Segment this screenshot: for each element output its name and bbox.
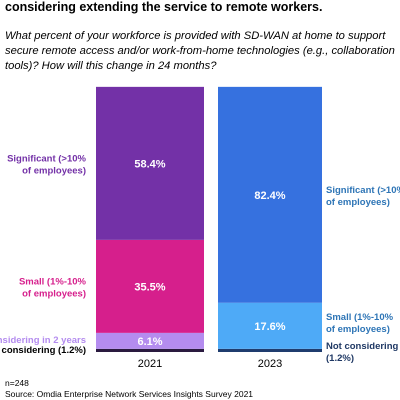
source-note: Source: Omdia Enterprise Network Service… — [5, 389, 254, 399]
segment-category-label: Considering in 2 years — [0, 335, 86, 346]
x-tick-label: 2021 — [138, 358, 162, 370]
sample-size: n=248 — [5, 378, 29, 388]
bar-segment — [96, 239, 204, 333]
footnote: n=248 Source: Omdia Enterprise Network S… — [5, 378, 253, 400]
segment-category-label: Small (1%-10% of employees) — [326, 312, 394, 335]
bar-segment — [218, 86, 322, 303]
segment-category-label: Not considering (1.2%) — [0, 345, 86, 356]
headline: considering extending the service to rem… — [5, 0, 323, 14]
x-tick-label: 2023 — [258, 358, 282, 370]
segment-value-label: 58.4% — [134, 158, 165, 170]
segment-category-label: Significant (>10% of employees) — [7, 153, 86, 176]
segment-category-label: Small (1%-10% of employees) — [19, 276, 87, 299]
bar-segment — [218, 302, 322, 349]
bar-segment — [96, 348, 204, 352]
bar-segment — [218, 348, 322, 352]
segment-value-label: 82.4% — [254, 190, 285, 202]
bar-segment — [96, 86, 204, 240]
segment-category-label: Not considering (1.2%) — [326, 341, 399, 364]
bar-segment — [96, 332, 204, 349]
segment-value-label: 17.6% — [254, 321, 285, 333]
segment-value-label: 35.5% — [134, 281, 165, 293]
segment-category-label: Significant (>10% of employees) — [326, 185, 400, 208]
survey-question: What percent of your workforce is provid… — [5, 30, 395, 72]
segment-value-label: 6.1% — [137, 336, 162, 348]
